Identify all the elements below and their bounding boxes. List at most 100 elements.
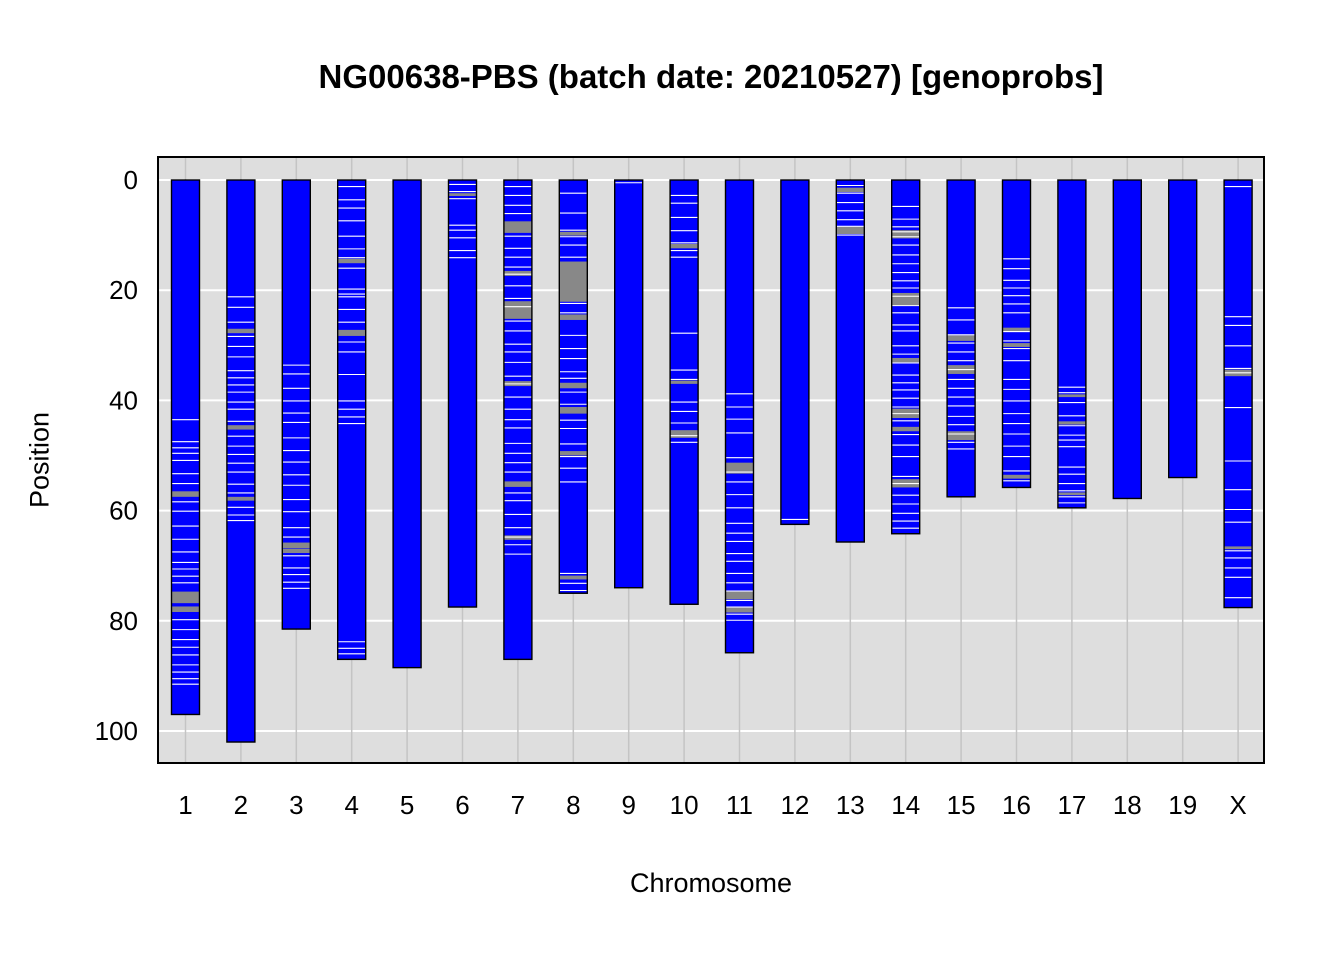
x-tick-label: 18: [1113, 790, 1142, 820]
missing-genotype-segment: [337, 258, 366, 264]
missing-genotype-segment: [503, 301, 532, 319]
x-tick-label: 19: [1168, 790, 1197, 820]
chromosome-bar: [725, 180, 754, 653]
x-tick-label: 15: [947, 790, 976, 820]
chromosome-12: [780, 179, 810, 526]
chromosome-bars: [170, 179, 1253, 743]
chromosome-outline: [392, 179, 422, 669]
missing-genotype-segment: [503, 481, 532, 487]
chromosome-bar: [891, 180, 920, 534]
chromosome-bar: [1002, 180, 1031, 488]
chromosome-bar: [670, 180, 699, 605]
chromosome-1: [170, 179, 201, 716]
missing-genotype-segment: [282, 548, 311, 554]
chromosome-bar: [1168, 180, 1197, 478]
missing-genotype-segment: [559, 382, 588, 389]
chromosome-outline: [891, 179, 921, 535]
chromosome-15: [946, 179, 976, 498]
x-tick-label: 16: [1002, 790, 1031, 820]
missing-genotype-segment: [559, 451, 588, 456]
x-tick-label: 5: [400, 790, 414, 820]
x-tick-label: 2: [234, 790, 248, 820]
chromosome-19: [1167, 179, 1198, 479]
chromosome-18: [1112, 179, 1143, 500]
missing-genotype-segment: [282, 542, 311, 549]
y-tick-label: 100: [95, 716, 138, 746]
chromosome-4: [337, 179, 367, 661]
chromosome-bar: [780, 180, 809, 525]
missing-genotype-segment: [1224, 546, 1253, 550]
chromosome-6: [447, 179, 478, 608]
chromosome-bar: [282, 180, 311, 630]
chromosome-X: [1223, 179, 1253, 609]
missing-genotype-segment: [947, 431, 976, 441]
chromosome-7: [503, 179, 533, 661]
chromosome-outline: [170, 179, 201, 716]
chromosome-outline: [281, 179, 311, 630]
missing-genotype-segment: [670, 380, 699, 384]
chromosome-outline: [558, 179, 588, 594]
missing-genotype-segment: [725, 591, 754, 600]
chromosome-16: [1001, 179, 1032, 489]
chromosome-outline: [1112, 179, 1143, 500]
x-tick-label: 4: [344, 790, 358, 820]
chromosome-outline: [724, 179, 755, 654]
y-axis-label: Position: [24, 411, 55, 509]
chromosome-outline: [1167, 179, 1198, 479]
missing-genotype-segment: [559, 231, 588, 236]
y-tick-labels: 0 20 40 60 80 100: [95, 165, 138, 746]
chromosome-outline: [226, 179, 256, 743]
missing-genotype-segment: [1057, 394, 1086, 398]
chromosome-10: [669, 179, 699, 605]
missing-genotype-segment: [670, 430, 699, 438]
chromosome-11: [724, 179, 755, 654]
y-tick-label: 20: [109, 275, 138, 305]
missing-genotype-segment: [448, 193, 477, 196]
x-tick-labels: 1 2 3 4 5 6 7 8 9 10 11 12 13 14 15 16 17 18 19 X: [178, 790, 1247, 820]
missing-genotype-segment: [947, 335, 976, 341]
chromosome-bar: [614, 180, 643, 588]
x-tick-label: 1: [178, 790, 192, 820]
chromosome-outline: [1223, 179, 1253, 609]
chromosome-outline: [337, 179, 367, 661]
chromosome-bar: [226, 180, 255, 743]
chromosome-outline: [780, 179, 810, 526]
chromosome-8: [558, 179, 588, 594]
chromosome-outline: [946, 179, 976, 498]
x-tick-label: 12: [780, 790, 809, 820]
chromosome-17: [1057, 179, 1087, 509]
chromosome-bar: [836, 180, 865, 543]
chromosome-outline: [614, 179, 644, 589]
chromosome-bar: [1224, 180, 1253, 608]
x-tick-label: 10: [670, 790, 699, 820]
x-tick-label: 6: [455, 790, 469, 820]
missing-genotype-segment: [1002, 474, 1031, 479]
missing-genotype-segment: [559, 575, 588, 580]
chromosome-13: [835, 179, 865, 543]
chromosome-bar: [393, 180, 422, 668]
y-tick-label: 40: [109, 385, 138, 415]
missing-genotype-segment: [725, 607, 754, 613]
missing-genotype-segment: [1002, 343, 1031, 347]
x-tick-label: 9: [621, 790, 635, 820]
chromosome-bar: [448, 180, 477, 608]
missing-genotype-segment: [503, 270, 532, 276]
x-tick-label: 13: [836, 790, 865, 820]
missing-genotype-segment: [559, 314, 588, 320]
missing-genotype-segment: [1002, 327, 1031, 333]
chromosome-bar: [171, 180, 200, 715]
chromosome-outline: [669, 179, 699, 605]
missing-genotype-segment: [725, 462, 754, 474]
missing-genotype-segment: [891, 230, 920, 239]
chromosome-9: [614, 179, 644, 589]
missing-genotype-segment: [171, 491, 200, 497]
chromosome-bar: [1113, 180, 1142, 499]
chromosome-3: [281, 179, 311, 630]
chromosome-outline: [447, 179, 478, 608]
chromosome-2: [226, 179, 256, 743]
missing-genotype-segment: [891, 426, 920, 432]
missing-genotype-segment: [1057, 492, 1086, 496]
x-tick-label: X: [1229, 790, 1246, 820]
missing-genotype-segment: [1057, 421, 1086, 425]
